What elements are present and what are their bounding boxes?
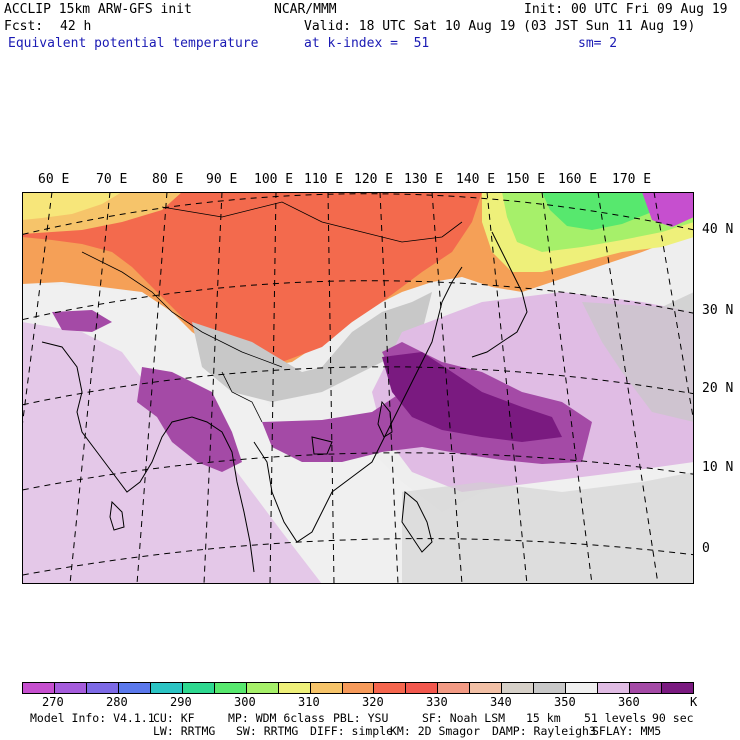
longitude-label: 160 E bbox=[558, 172, 598, 187]
theta-e-ne-green bbox=[542, 192, 662, 230]
colorbar-swatch bbox=[598, 683, 631, 693]
level-info: at k-index = 51 bbox=[304, 36, 430, 51]
longitude-label: 140 E bbox=[456, 172, 496, 187]
forecast-hour: 42 h bbox=[60, 19, 92, 34]
footer-item: 15 km bbox=[526, 711, 561, 725]
map-frame bbox=[22, 192, 694, 584]
colorbar-tick-label: 330 bbox=[426, 695, 448, 709]
theta-e-india-purple bbox=[137, 367, 242, 472]
colorbar-tick-label: 340 bbox=[490, 695, 512, 709]
colorbar-tick-label: 280 bbox=[106, 695, 128, 709]
colorbar-swatch bbox=[438, 683, 471, 693]
colorbar-swatch bbox=[470, 683, 503, 693]
colorbar-swatch bbox=[630, 683, 663, 693]
colorbar-swatch bbox=[374, 683, 407, 693]
theta-e-band-lightyellow bbox=[22, 192, 122, 220]
latitude-label: 0 bbox=[702, 541, 710, 556]
footer-item: 51 levels bbox=[584, 711, 647, 725]
colorbar-swatch bbox=[310, 683, 343, 693]
colorbar-swatch bbox=[406, 683, 439, 693]
colorbar-tick-label: 320 bbox=[362, 695, 384, 709]
colorbar-tick-label: 350 bbox=[554, 695, 576, 709]
colorbar-swatch bbox=[278, 683, 311, 693]
smoothing-info: sm= 2 bbox=[578, 36, 618, 51]
colorbar-swatch bbox=[246, 683, 279, 693]
theta-e-india-lavender bbox=[22, 322, 322, 584]
theta-e-equator-grey bbox=[402, 472, 694, 584]
colorbar-tick-label: 300 bbox=[234, 695, 256, 709]
longitude-label: 170 E bbox=[612, 172, 652, 187]
theta-e-pacific-darkpurple bbox=[382, 352, 562, 442]
colorbar-swatch bbox=[182, 683, 215, 693]
longitude-label: 90 E bbox=[206, 172, 238, 187]
longitude-label: 80 E bbox=[152, 172, 184, 187]
colorbar-swatch bbox=[23, 683, 55, 693]
model-title: ACCLIP 15km ARW-GFS init bbox=[4, 2, 192, 17]
footer-item: SW: RRTMG bbox=[236, 724, 299, 738]
longitude-label: 110 E bbox=[304, 172, 344, 187]
latitude-label: 10 N bbox=[702, 460, 734, 475]
colorbar-tick-label: 290 bbox=[170, 695, 192, 709]
colorbar bbox=[22, 682, 694, 694]
colorbar-swatch bbox=[54, 683, 87, 693]
longitude-label: 120 E bbox=[354, 172, 394, 187]
valid-time: Valid: 18 UTC Sat 10 Aug 19 (03 JST Sun … bbox=[304, 19, 696, 34]
footer-item: PBL: YSU bbox=[333, 711, 389, 725]
colorbar-swatch bbox=[662, 683, 694, 693]
footer-item: CU: KF bbox=[153, 711, 195, 725]
colorbar-swatch bbox=[502, 683, 535, 693]
colorbar-unit: K bbox=[690, 695, 698, 709]
coastlines bbox=[41, 201, 528, 573]
theta-e-grey-area bbox=[192, 292, 432, 402]
colorbar-swatch bbox=[534, 683, 567, 693]
longitude-label: 130 E bbox=[404, 172, 444, 187]
footer-item: DIFF: simple bbox=[310, 724, 394, 738]
footer-item: 90 sec bbox=[652, 711, 694, 725]
field-name: Equivalent potential temperature bbox=[8, 36, 259, 51]
latitude-label: 40 N bbox=[702, 222, 734, 237]
latitude-label: 30 N bbox=[702, 303, 734, 318]
footer-item: MP: WDM 6class bbox=[228, 711, 325, 725]
theta-e-band-red bbox=[22, 192, 482, 364]
theta-e-map bbox=[22, 192, 694, 584]
footer-item: Model Info: V4.1.1 bbox=[30, 711, 155, 725]
graticule bbox=[22, 192, 694, 584]
footer-item: KM: 2D Smagor bbox=[390, 724, 481, 738]
longitude-label: 70 E bbox=[96, 172, 128, 187]
colorbar-tick-label: 360 bbox=[618, 695, 640, 709]
colorbar-swatch bbox=[150, 683, 183, 693]
colorbar-swatch bbox=[342, 683, 375, 693]
theta-e-east-grey bbox=[582, 292, 694, 422]
footer-item: LW: RRTMG bbox=[153, 724, 216, 738]
latitude-label: 20 N bbox=[702, 381, 734, 396]
forecast-label: Fcst: bbox=[4, 19, 44, 34]
longitude-label: 100 E bbox=[254, 172, 294, 187]
center-name: NCAR/MMM bbox=[274, 2, 337, 17]
colorbar-tick-label: 310 bbox=[298, 695, 320, 709]
colorbar-swatch bbox=[118, 683, 151, 693]
footer-item: DAMP: Rayleigh3 bbox=[492, 724, 596, 738]
footer-item: SFLAY: MM5 bbox=[592, 724, 662, 738]
theta-e-ne-magenta bbox=[642, 192, 694, 227]
colorbar-tick-label: 270 bbox=[42, 695, 64, 709]
longitude-label: 150 E bbox=[506, 172, 546, 187]
longitude-label: 60 E bbox=[38, 172, 70, 187]
footer-item: SF: Noah LSM bbox=[422, 711, 506, 725]
colorbar-swatch bbox=[86, 683, 119, 693]
init-time: Init: 00 UTC Fri 09 Aug 19 bbox=[524, 2, 728, 17]
colorbar-swatch bbox=[566, 683, 599, 693]
colorbar-swatch bbox=[214, 683, 247, 693]
